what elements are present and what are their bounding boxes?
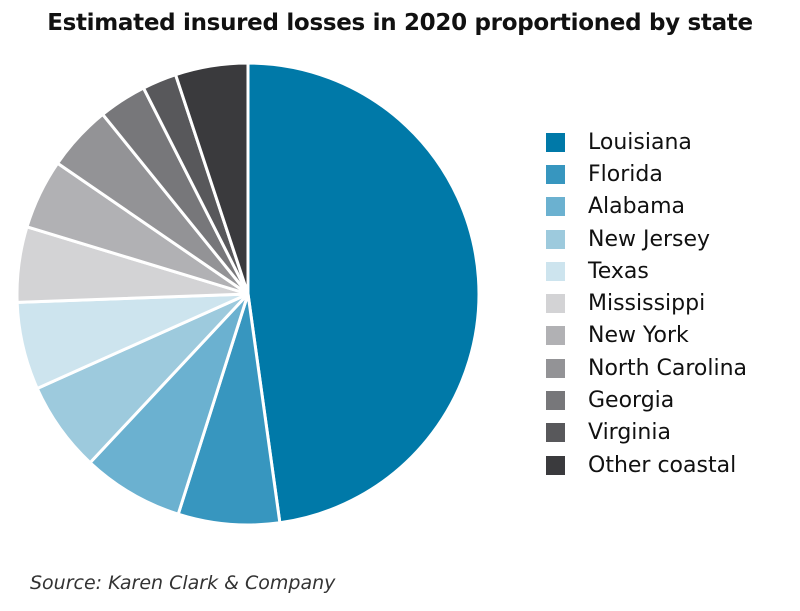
legend-label: Other coastal <box>588 452 737 478</box>
legend-swatch <box>546 391 565 411</box>
legend-swatch <box>546 455 565 475</box>
legend-swatch <box>546 132 565 152</box>
legend-label: North Carolina <box>588 355 748 381</box>
legend-swatch <box>546 229 565 249</box>
legend-label: Virginia <box>588 420 671 446</box>
pie-slice-other-coastal <box>174 61 250 296</box>
legend-label: Florida <box>588 161 663 187</box>
legend-item-texas: Texas <box>546 255 747 287</box>
legend-label: New Jersey <box>588 226 711 252</box>
legend-label: Texas <box>588 258 649 284</box>
legend-item-georgia: Georgia <box>546 384 747 416</box>
pie-slice-louisiana <box>246 61 481 525</box>
legend-swatch <box>546 326 565 346</box>
legend-item-virginia: Virginia <box>546 417 747 449</box>
legend-item-north-carolina: North Carolina <box>546 352 747 384</box>
legend-swatch <box>546 358 565 378</box>
legend-item-mississippi: Mississippi <box>546 287 747 319</box>
pie-slice-florida <box>176 292 282 527</box>
legend-item-alabama: Alabama <box>546 191 747 223</box>
legend-label: Louisiana <box>588 129 692 155</box>
pie-slice-alabama <box>88 292 250 516</box>
legend-item-new-york: New York <box>546 320 747 352</box>
chart-legend: Louisiana Florida Alabama New Jersey Texas Mi… <box>546 126 747 481</box>
legend-label: New York <box>588 323 689 349</box>
legend-label: Mississippi <box>588 291 706 317</box>
legend-swatch <box>546 197 565 217</box>
legend-item-new-jersey: New Jersey <box>546 223 747 255</box>
chart-title: Estimated insured losses in 2020 proport… <box>47 10 753 36</box>
legend-item-florida: Florida <box>546 158 747 190</box>
legend-label: Alabama <box>588 194 686 220</box>
legend-swatch <box>546 423 565 443</box>
legend-swatch <box>546 294 565 314</box>
legend-swatch <box>546 261 565 281</box>
legend-swatch <box>546 164 565 184</box>
legend-label: Georgia <box>588 388 675 414</box>
legend-item-other-coastal: Other coastal <box>546 449 747 481</box>
legend-item-louisiana: Louisiana <box>546 126 747 158</box>
source-note: Source: Karen Clark & Company <box>30 572 336 594</box>
